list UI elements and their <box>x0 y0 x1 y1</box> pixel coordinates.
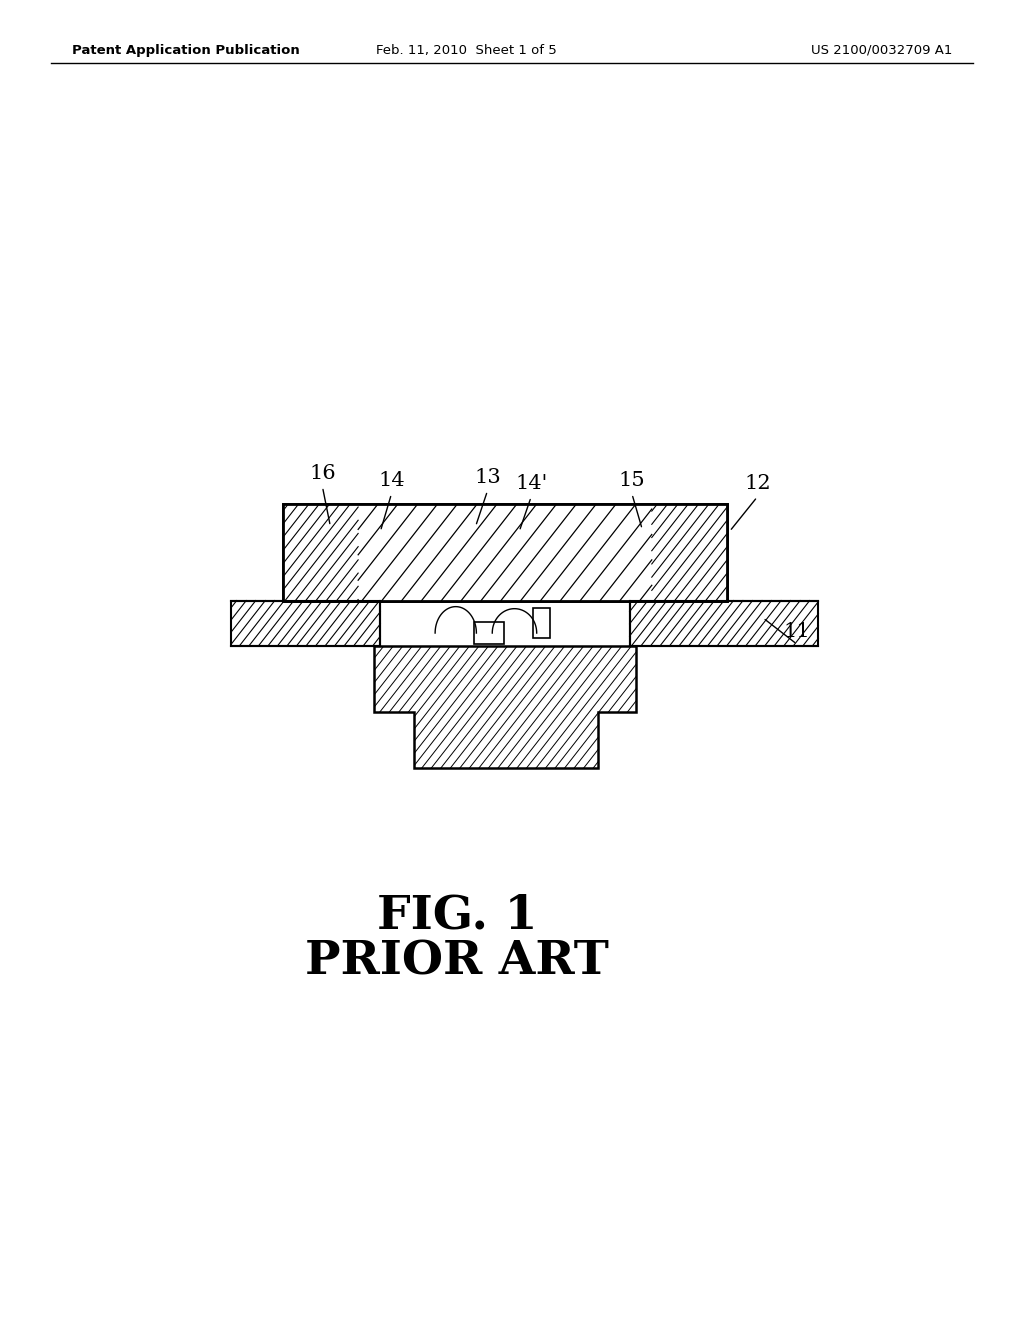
Bar <box>231 601 380 647</box>
Bar <box>283 504 727 601</box>
Text: Patent Application Publication: Patent Application Publication <box>72 44 299 57</box>
Polygon shape <box>374 647 636 768</box>
Text: 15: 15 <box>618 471 645 490</box>
Bar <box>283 504 358 601</box>
Text: PRIOR ART: PRIOR ART <box>305 939 609 985</box>
Text: 13: 13 <box>474 469 501 487</box>
Text: Feb. 11, 2010  Sheet 1 of 5: Feb. 11, 2010 Sheet 1 of 5 <box>376 44 556 57</box>
Bar <box>532 607 550 638</box>
Bar <box>474 622 504 644</box>
Text: FIG. 1: FIG. 1 <box>377 892 538 939</box>
Bar <box>630 601 818 647</box>
Text: 12: 12 <box>744 474 771 494</box>
Text: 14': 14' <box>515 474 548 494</box>
Text: US 2100/0032709 A1: US 2100/0032709 A1 <box>811 44 952 57</box>
Text: 11: 11 <box>783 622 810 640</box>
Bar <box>652 504 727 601</box>
Bar <box>283 504 727 601</box>
Text: 16: 16 <box>309 465 336 483</box>
Text: 14: 14 <box>378 471 404 490</box>
Bar <box>358 504 652 601</box>
